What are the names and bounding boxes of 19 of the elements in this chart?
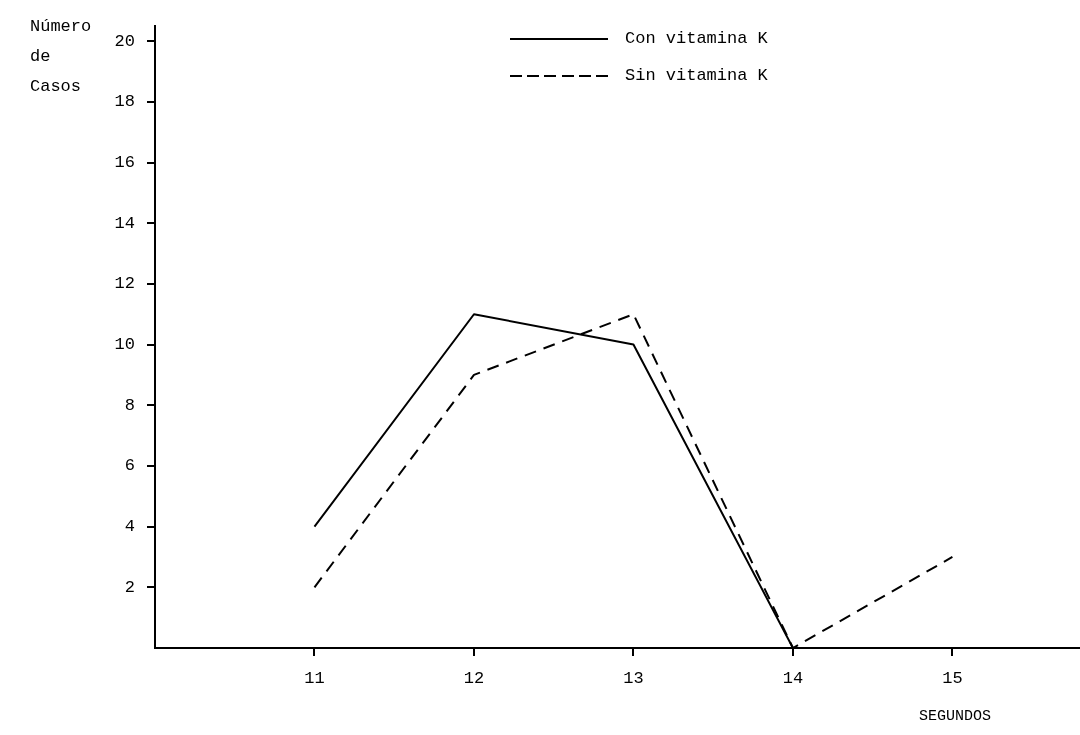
x-tick-label: 14 [782,668,804,688]
x-axis-title: SEGUNDOS [918,708,992,725]
legend-label: Sin vitamina K [625,66,768,85]
y-tick-label: 18 [114,92,135,112]
y-tick-label: 14 [114,213,135,233]
y-tick-label: 6 [124,456,135,476]
y-tick-label: 12 [114,274,135,294]
y-tick-label: 16 [114,153,135,173]
y-tick-label: 4 [124,517,135,537]
y-tick-label: 2 [124,577,135,597]
x-tick-label: 12 [463,668,485,688]
y-tick-label: 8 [124,395,135,415]
x-tick-label: 15 [942,668,963,688]
y-tick-label: 20 [114,31,135,51]
y-axis-title: Número de Casos [30,16,93,98]
legend-label: Con vitamina K [625,29,768,48]
y-tick-label: 10 [114,335,135,355]
x-tick-label: 11 [304,668,325,688]
x-tick-label: 13 [623,668,644,688]
